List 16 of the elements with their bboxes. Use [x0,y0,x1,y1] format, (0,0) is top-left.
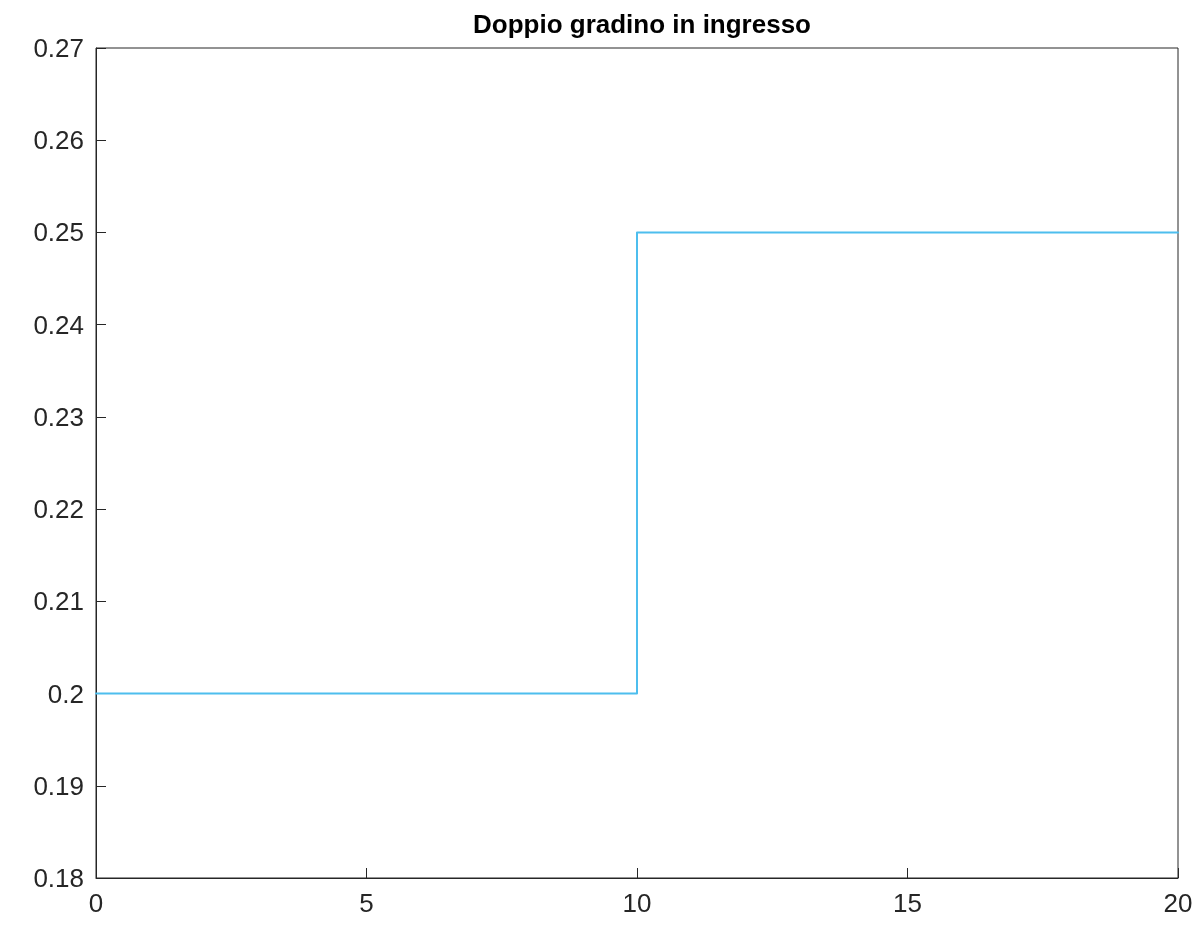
y-tick-label: 0.23 [33,401,84,432]
x-tick-label: 5 [359,888,374,918]
x-tick-label: 20 [1163,888,1193,918]
y-tick-label: 0.2 [47,678,84,709]
y-tick-label: 0.24 [33,309,84,340]
x-tick-label: 10 [622,888,652,918]
y-tick-label: 0.22 [33,494,84,525]
y-tick-label: 0.21 [33,586,84,617]
y-tick-label: 0.27 [33,33,84,63]
y-tick-label: 0.26 [33,125,84,156]
chart-title: Doppio gradino in ingresso [473,9,811,39]
x-tick-label: 15 [893,888,922,918]
y-tick-label: 0.25 [33,217,84,248]
y-tick-label: 0.19 [33,770,84,801]
x-tick-label: 0 [88,888,104,918]
y-tick-label: 0.18 [33,863,84,893]
